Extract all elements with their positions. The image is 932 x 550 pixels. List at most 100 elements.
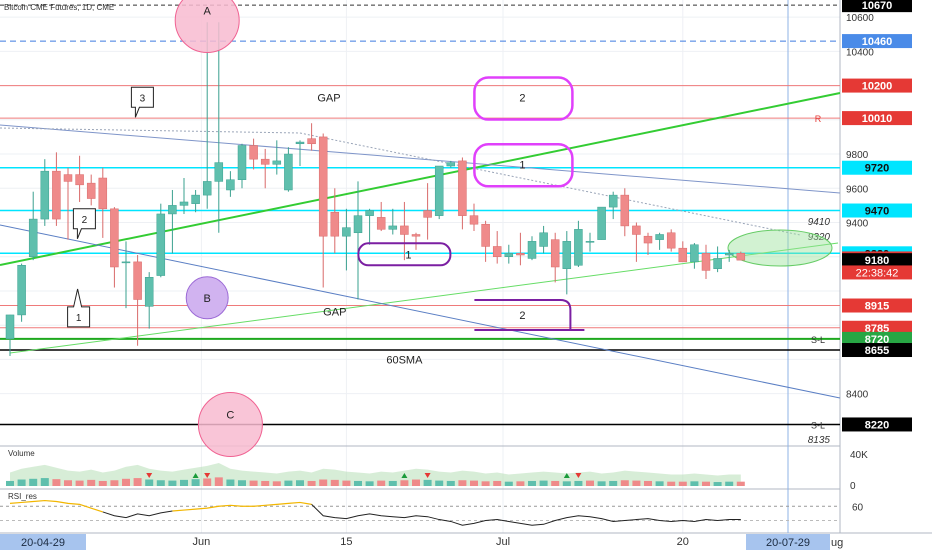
volume-bar[interactable] [481, 481, 490, 486]
candle-body[interactable] [214, 162, 224, 182]
volume-bar[interactable] [307, 480, 316, 486]
volume-bar[interactable] [319, 479, 328, 486]
price-badge-label[interactable]: 8655 [865, 345, 889, 357]
candle-body[interactable] [434, 165, 444, 216]
price-badge-label[interactable]: 8720 [865, 334, 889, 346]
volume-bar[interactable] [180, 479, 188, 486]
price-badge-8915[interactable] [842, 298, 912, 313]
candle-body[interactable] [5, 314, 15, 340]
volume-bar[interactable] [214, 477, 223, 486]
rsi-line-segment[interactable] [172, 501, 312, 512]
volume-bar[interactable] [458, 480, 467, 486]
volume-bar[interactable] [122, 478, 130, 486]
annotation-box-label[interactable]: 2 [519, 93, 525, 105]
rsi-pane[interactable]: 60 [0, 499, 864, 526]
volume-bar[interactable] [597, 481, 606, 486]
volume-bar[interactable] [6, 480, 14, 486]
candle-body[interactable] [40, 170, 50, 220]
annotation-circle-B[interactable] [185, 276, 229, 320]
volume-bar[interactable] [330, 479, 339, 486]
candle-body[interactable] [678, 247, 688, 263]
price-badge-8220[interactable] [842, 417, 912, 432]
volume-bar[interactable] [690, 481, 699, 486]
price-badge-10010[interactable] [842, 111, 912, 126]
annotation-box-1[interactable] [473, 143, 574, 188]
annotation-label[interactable]: 60SMA [386, 354, 423, 366]
candle-body[interactable] [562, 241, 572, 269]
volume-bar[interactable] [249, 480, 258, 486]
price-badge-label[interactable]: 10200 [862, 81, 893, 93]
volume-bar[interactable] [644, 480, 652, 486]
horizontal-levels[interactable]: 9410 9320 8135 R S-L S-L [0, 4, 840, 446]
green-ellipse[interactable] [727, 229, 833, 267]
volume-bar[interactable] [423, 479, 432, 486]
volume-bar[interactable] [632, 480, 641, 486]
candle-body[interactable] [342, 227, 351, 237]
volume-bar[interactable] [667, 481, 676, 486]
candle-body[interactable] [86, 182, 96, 199]
annotation-circle-A[interactable] [174, 0, 240, 54]
annotation-callout-label[interactable]: 2 [82, 215, 88, 226]
candle-body[interactable] [643, 235, 653, 244]
volume-bar[interactable] [168, 480, 177, 486]
volume-bar[interactable] [446, 480, 455, 486]
candle-body[interactable] [133, 261, 142, 300]
volume-bar[interactable] [29, 478, 38, 486]
volume-bar[interactable] [52, 479, 61, 486]
volume-bar[interactable] [412, 479, 420, 486]
price-badge-label[interactable]: 9470 [865, 206, 889, 218]
price-badge-label[interactable]: 8915 [865, 301, 889, 313]
volume-bar[interactable] [574, 480, 583, 486]
volume-bar[interactable] [365, 481, 374, 486]
candle-body[interactable] [550, 239, 560, 268]
volume-bar[interactable] [551, 480, 560, 486]
price-badge-label[interactable]: 9720 [865, 163, 889, 175]
candle-body[interactable] [492, 246, 502, 257]
price-badge-8785[interactable] [842, 320, 912, 335]
candle-body[interactable] [632, 225, 641, 235]
volume-bar[interactable] [75, 480, 84, 486]
trendlines[interactable] [0, 92, 841, 399]
annotation-box-2[interactable] [474, 299, 585, 332]
volume-bar[interactable] [261, 480, 270, 486]
annotation-box-label[interactable]: 2 [519, 310, 525, 322]
candle-body[interactable] [63, 174, 73, 182]
candle-body[interactable] [272, 160, 282, 165]
volume-bar[interactable] [284, 480, 293, 486]
annotation-callout-label[interactable]: 3 [140, 93, 146, 104]
candle-body[interactable] [52, 170, 61, 220]
candle-body[interactable] [28, 218, 38, 257]
candle-body[interactable] [446, 162, 456, 167]
volume-bar[interactable] [620, 480, 629, 486]
candles[interactable] [5, 22, 746, 356]
volume-bar[interactable] [400, 480, 409, 486]
annotation-callout-label[interactable]: 1 [76, 313, 82, 324]
candle-body[interactable] [527, 241, 537, 259]
price-badge-label[interactable]: 9180 [865, 255, 889, 267]
annotation-label-B[interactable]: B [204, 293, 211, 305]
candle-body[interactable] [156, 213, 166, 276]
candle-body[interactable] [585, 241, 595, 243]
annotation-label[interactable]: GAP [317, 93, 340, 105]
price-badge-label[interactable]: 10460 [862, 36, 893, 48]
annotation-callout-1[interactable] [67, 288, 91, 328]
candle-body[interactable] [655, 234, 664, 240]
price-badge-10670[interactable] [842, 0, 912, 13]
candle-body[interactable] [202, 181, 212, 196]
candle-body[interactable] [353, 215, 363, 234]
volume-bar[interactable] [713, 482, 722, 486]
candle-body[interactable] [411, 234, 421, 237]
candle-body[interactable] [539, 232, 548, 247]
volume-bar[interactable] [609, 480, 618, 486]
candle-body[interactable] [713, 258, 722, 269]
annotation-box-label[interactable]: 1 [519, 159, 525, 171]
candle-body[interactable] [400, 225, 409, 235]
price-badge-9180[interactable] [842, 253, 912, 268]
price-badge-8655[interactable] [842, 343, 912, 358]
candle-body[interactable] [179, 201, 189, 206]
candle-body[interactable] [724, 253, 734, 256]
candle-body[interactable] [469, 215, 479, 225]
blue-descending-trendline[interactable] [0, 224, 841, 399]
volume-label[interactable]: Volume [8, 449, 35, 458]
rsi-line-segment[interactable] [311, 503, 741, 526]
